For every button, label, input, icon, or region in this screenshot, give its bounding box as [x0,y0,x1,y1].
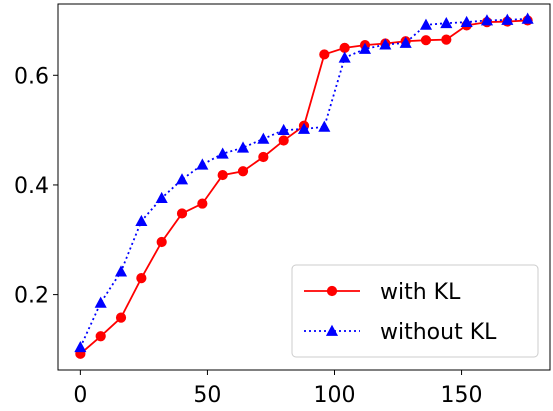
plot-frame [57,3,551,371]
point-0-10 [278,135,289,146]
point-1-7 [216,147,229,159]
point-1-17 [419,18,433,30]
legend-label-0: with KL [380,280,461,305]
x-tick-label-2: 100 [313,383,355,408]
legend-marker-0 [326,285,338,297]
point-1-6 [196,158,209,170]
legend: with KL without KL [291,264,539,358]
point-0-18 [441,34,452,45]
point-1-9 [257,132,270,144]
point-0-1 [95,331,106,342]
point-1-4 [155,191,168,204]
y-axis: 0.2 0.4 0.6 [14,64,58,309]
point-1-15 [379,38,392,50]
point-1-22 [521,12,534,24]
point-0-5 [176,208,188,219]
point-0-7 [217,169,228,181]
point-1-2 [114,265,128,277]
point-0-8 [237,166,249,177]
series-0 [75,15,533,359]
y-tick-label-0: 0.2 [14,284,49,309]
point-1-20 [480,14,494,26]
legend-marker-1 [325,324,339,336]
point-0-3 [136,273,147,284]
point-1-18 [440,16,453,29]
series-line-1 [79,17,528,348]
point-1-11 [297,122,311,134]
y-tick-label-2: 0.6 [14,64,49,89]
series-1 [74,12,534,353]
series-layer [74,12,534,359]
point-0-4 [156,236,167,248]
point-0-9 [258,151,269,163]
legend-label-1: without KL [380,320,497,345]
point-1-12 [318,120,331,132]
point-0-17 [420,35,432,46]
point-1-10 [277,123,290,136]
point-1-14 [358,42,372,54]
y-tick-label-1: 0.4 [14,174,49,199]
x-tick-label-3: 150 [441,383,483,408]
point-1-16 [399,36,412,48]
point-1-1 [94,296,107,308]
point-0-2 [115,312,127,323]
x-axis: 0 50 100 150 [73,370,483,408]
point-1-13 [338,51,351,63]
legend-box [291,264,539,358]
point-0-6 [197,198,208,209]
point-1-0 [74,340,87,353]
point-0-13 [339,42,350,53]
point-1-8 [236,141,250,153]
x-tick-label-0: 0 [73,383,87,408]
point-1-3 [135,214,148,227]
point-1-19 [460,15,473,28]
point-1-21 [501,13,514,25]
point-0-12 [319,49,330,60]
point-1-5 [175,173,189,185]
x-tick-label-1: 50 [193,383,221,408]
